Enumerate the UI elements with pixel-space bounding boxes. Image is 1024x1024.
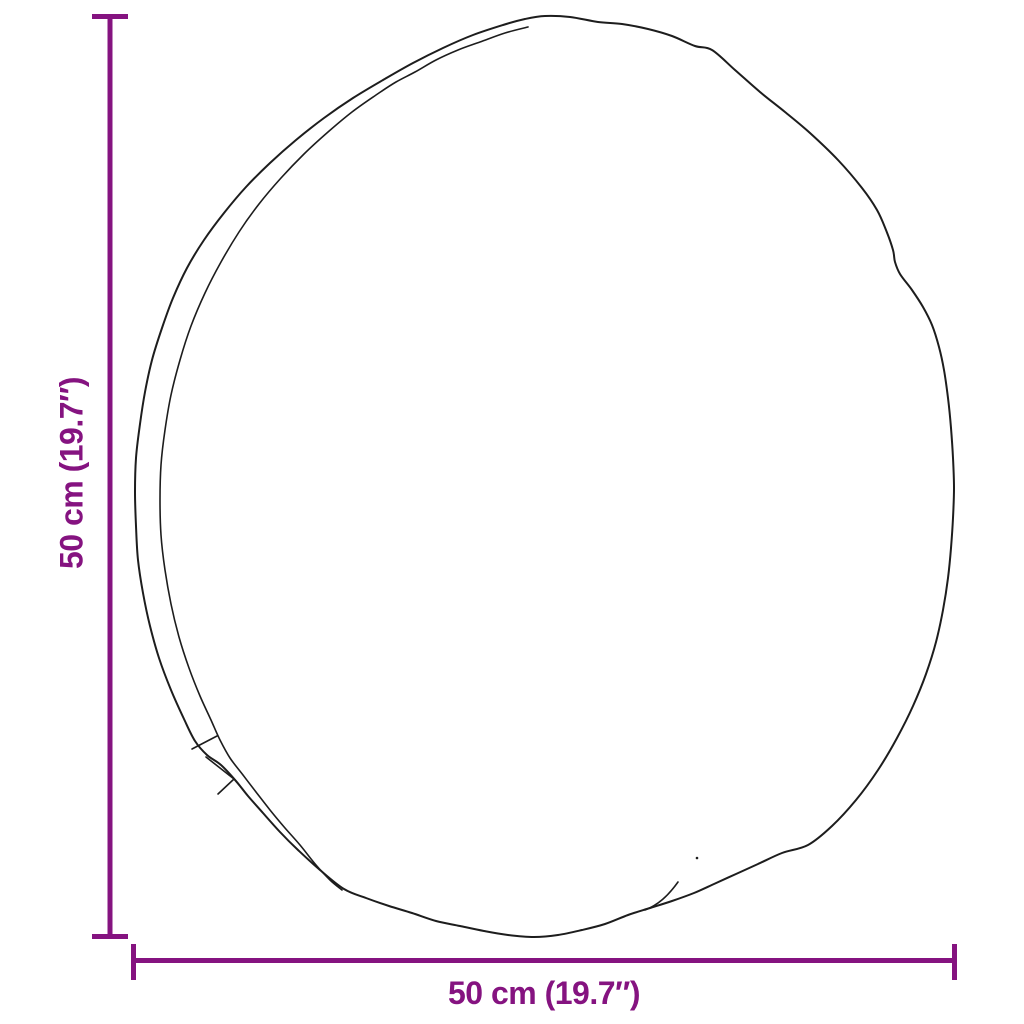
horizontal-dimension: 50 cm (19.7″) (131, 944, 957, 1011)
cushion-crease (644, 881, 679, 911)
cushion-stitch-dot (695, 856, 699, 860)
cushion-outer-contour (134, 14, 955, 938)
cushion-outline (134, 14, 955, 938)
vertical-dimension: 50 cm (19.7″) (53, 14, 128, 939)
cushion-inner-seam (159, 26, 529, 891)
width-dimension-label: 50 cm (19.7″) (448, 975, 640, 1011)
cushion-fold-wedge (205, 756, 245, 795)
height-dimension-label: 50 cm (19.7″) (53, 377, 89, 569)
cushion-fold-tick (191, 735, 218, 750)
